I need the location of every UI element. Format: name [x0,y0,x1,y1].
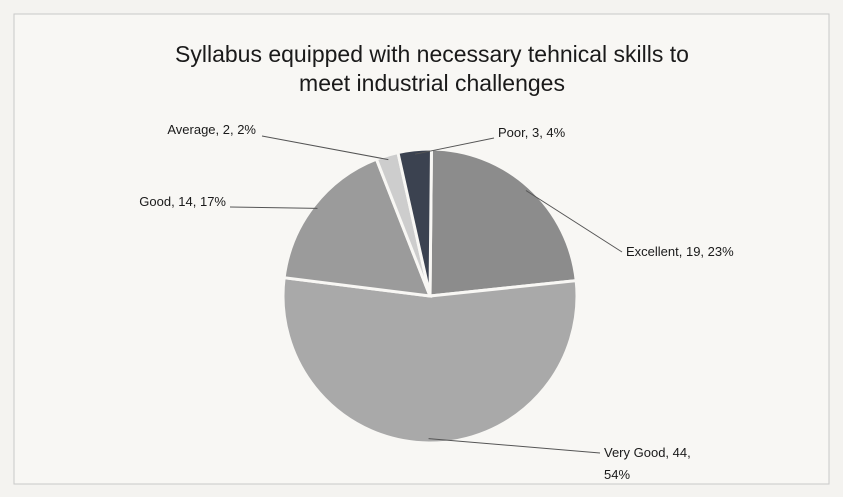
data-label: Very Good, 44, 54% [604,445,691,482]
data-label: Average, 2, 2% [167,122,256,137]
data-label: Poor, 3, 4% [498,125,566,140]
chart-title: Syllabus equipped with necessary tehnica… [175,41,689,96]
data-label: Excellent, 19, 23% [626,244,734,259]
leader-line [261,135,389,161]
pie-slice [396,147,433,297]
pie-slice [428,147,578,298]
pie-slice [282,157,433,298]
leader-line [428,438,601,454]
leader-line [525,190,623,253]
leader-line [229,206,318,209]
leader-line [414,137,495,155]
pie-slice [281,276,579,445]
data-label: Good, 14, 17% [139,194,226,209]
